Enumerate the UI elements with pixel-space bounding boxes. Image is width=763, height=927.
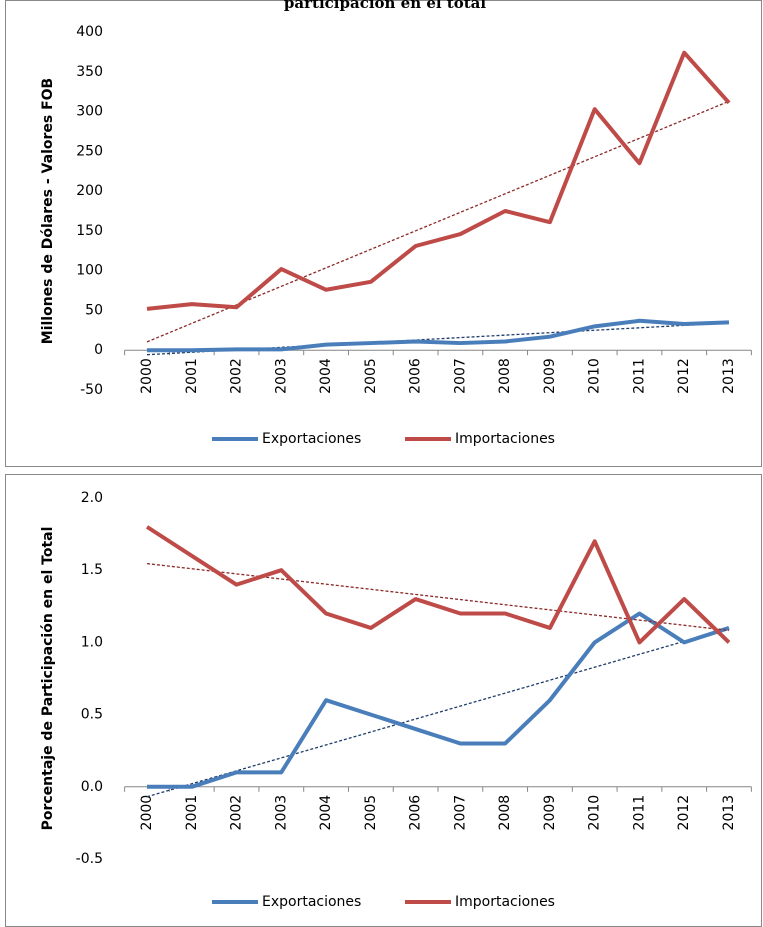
x-tick-label: 2012 xyxy=(676,358,692,394)
y-tick-label: 300 xyxy=(76,104,103,120)
x-tick-label: 2005 xyxy=(363,795,379,831)
x-tick-label: 2001 xyxy=(184,358,200,394)
x-tick-label: 2001 xyxy=(184,795,200,831)
y-tick-label: 0.5 xyxy=(81,707,103,723)
x-tick-label: 2006 xyxy=(408,795,424,831)
x-tick-label: 2000 xyxy=(139,358,155,394)
trendline xyxy=(146,627,730,798)
series-line xyxy=(147,611,730,789)
y-tick-label: 250 xyxy=(76,143,103,159)
x-tick-label: 2013 xyxy=(721,358,737,394)
x-tick-label: 2008 xyxy=(497,795,513,831)
x-tick-label: 2010 xyxy=(587,358,603,394)
y-tick-label: 400 xyxy=(76,24,103,40)
chart-frame xyxy=(5,474,762,927)
x-tick-label: 2011 xyxy=(631,795,647,831)
x-tick-label: 2013 xyxy=(721,795,737,831)
x-tick-label: 2008 xyxy=(497,358,513,394)
x-tick-label: 2007 xyxy=(452,795,468,831)
y-axis-label: Millones de Dólares - Valores FOB xyxy=(40,78,56,344)
chart-frame xyxy=(5,0,762,467)
x-tick-label: 2002 xyxy=(229,358,245,394)
y-tick-label: 350 xyxy=(76,64,103,80)
x-tick-label: 2005 xyxy=(363,358,379,394)
y-tick-label: 150 xyxy=(76,223,103,239)
y-tick-label: 1.5 xyxy=(81,562,103,578)
legend-label: Importaciones xyxy=(455,894,555,910)
series-line xyxy=(146,50,731,311)
y-tick-label: 100 xyxy=(76,263,103,279)
x-tick-label: 2006 xyxy=(408,358,424,394)
y-tick-label: -50 xyxy=(80,382,103,398)
y-tick-label: 200 xyxy=(76,183,103,199)
x-tick-label: 2009 xyxy=(542,358,558,394)
y-tick-label: 2.0 xyxy=(81,490,103,506)
y-tick-label: 50 xyxy=(85,302,103,318)
y-tick-label: 0.0 xyxy=(81,779,103,795)
legend-label: Importaciones xyxy=(455,431,555,447)
y-tick-label: 1.0 xyxy=(81,634,103,650)
x-tick-label: 2011 xyxy=(631,358,647,394)
series-line xyxy=(145,525,731,645)
trendline xyxy=(146,562,730,632)
x-tick-label: 2010 xyxy=(587,795,603,831)
x-tick-label: 2004 xyxy=(318,795,334,831)
x-tick-label: 2004 xyxy=(318,358,334,394)
x-tick-label: 2003 xyxy=(273,795,289,831)
x-tick-label: 2007 xyxy=(452,358,468,394)
x-tick-label: 2000 xyxy=(139,795,155,831)
legend-label: Exportaciones xyxy=(262,894,361,910)
series-line xyxy=(147,318,730,353)
y-tick-label: -0.5 xyxy=(76,851,103,867)
y-axis-label: Porcentaje de Participación en el Total xyxy=(40,527,56,831)
x-tick-label: 2002 xyxy=(229,795,245,831)
x-tick-label: 2003 xyxy=(273,358,289,394)
x-tick-label: 2012 xyxy=(676,795,692,831)
x-tick-label: 2009 xyxy=(542,795,558,831)
chart-title: participación en el total xyxy=(284,0,486,12)
y-tick-label: 0 xyxy=(94,342,103,358)
legend-label: Exportaciones xyxy=(262,431,361,447)
